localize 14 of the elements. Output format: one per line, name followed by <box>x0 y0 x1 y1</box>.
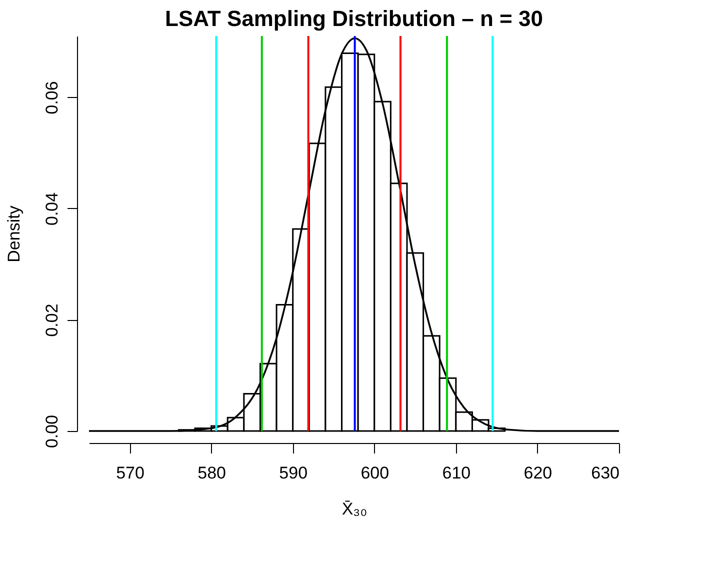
y-tick-label: 0.00 <box>42 414 62 448</box>
x-tick-label: 620 <box>524 464 552 482</box>
x-tick-label: 610 <box>442 464 471 482</box>
x-tick-label: 630 <box>591 464 620 482</box>
x-tick-label: 590 <box>279 464 308 482</box>
x-tick-label: 580 <box>198 464 226 482</box>
x-tick-label: 600 <box>360 464 390 482</box>
chart-title: LSAT Sampling Distribution – n = 30 <box>165 6 543 31</box>
x-tick-label: 570 <box>116 464 144 482</box>
y-tick-label: 0.02 <box>42 304 62 337</box>
y-tick-label: 0.04 <box>42 192 62 226</box>
y-tick-label: 0.06 <box>42 81 62 114</box>
x-axis-title: X̄₃₀ <box>342 500 368 518</box>
y-axis-title: Density <box>4 205 24 262</box>
